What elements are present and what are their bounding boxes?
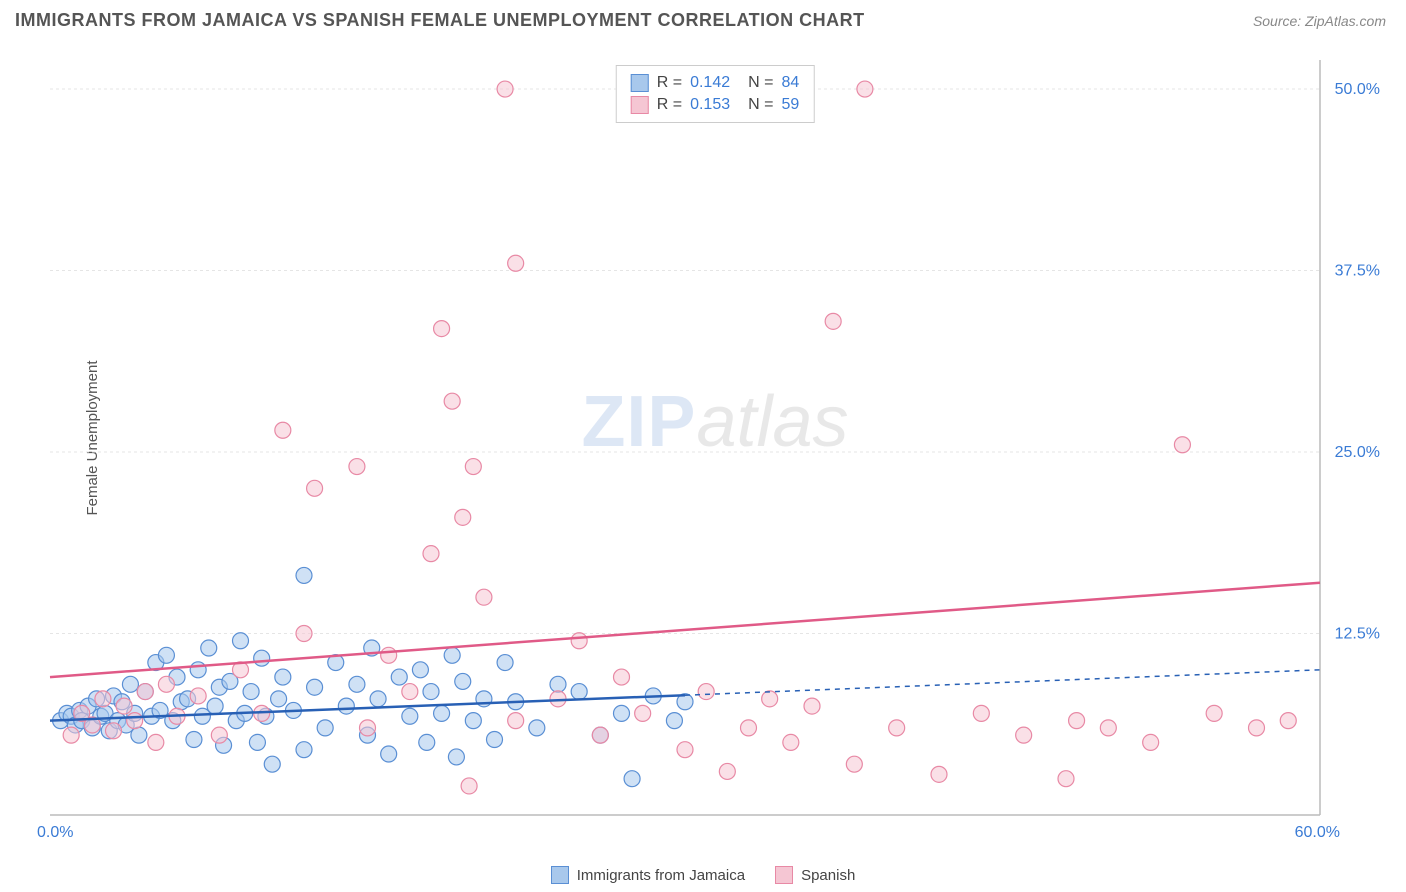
- stats-swatch-icon: [631, 74, 649, 92]
- legend-swatch-icon: [775, 866, 793, 884]
- scatter-plot: 12.5% 25.0% 37.5% 50.0%: [45, 55, 1385, 820]
- correlation-stats-box: R = 0.142 N = 84 R = 0.153 N = 59: [616, 65, 815, 123]
- legend-swatch-icon: [551, 866, 569, 884]
- legend-label: Immigrants from Jamaica: [577, 867, 745, 884]
- x-axis-max-label: 60.0%: [1295, 824, 1340, 842]
- chart-title: IMMIGRANTS FROM JAMAICA VS SPANISH FEMAL…: [15, 10, 865, 31]
- chart-area: Female Unemployment 12.5%25.0%37.5%50.0%…: [45, 55, 1385, 820]
- header: IMMIGRANTS FROM JAMAICA VS SPANISH FEMAL…: [0, 0, 1406, 36]
- stats-r-value: 0.153: [690, 96, 730, 114]
- stats-swatch-icon: [631, 96, 649, 114]
- source-attribution: Source: ZipAtlas.com: [1253, 13, 1386, 29]
- svg-text:50.0%: 50.0%: [1335, 81, 1380, 98]
- stats-r-value: 0.142: [690, 74, 730, 92]
- stats-n-value: 84: [781, 74, 799, 92]
- stats-row-series1: R = 0.142 N = 84: [631, 72, 800, 94]
- legend-label: Spanish: [801, 867, 855, 884]
- bottom-legend: Immigrants from Jamaica Spanish: [0, 866, 1406, 884]
- svg-text:12.5%: 12.5%: [1335, 626, 1380, 643]
- stats-r-label: R =: [657, 74, 682, 92]
- stats-n-label: N =: [748, 74, 773, 92]
- stats-n-value: 59: [781, 96, 799, 114]
- stats-r-label: R =: [657, 96, 682, 114]
- legend-item-series1: Immigrants from Jamaica: [551, 866, 745, 884]
- x-axis-min-label: 0.0%: [37, 824, 73, 842]
- svg-text:37.5%: 37.5%: [1335, 263, 1380, 280]
- stats-n-label: N =: [748, 96, 773, 114]
- legend-item-series2: Spanish: [775, 866, 855, 884]
- stats-row-series2: R = 0.153 N = 59: [631, 94, 800, 116]
- svg-text:25.0%: 25.0%: [1335, 444, 1380, 461]
